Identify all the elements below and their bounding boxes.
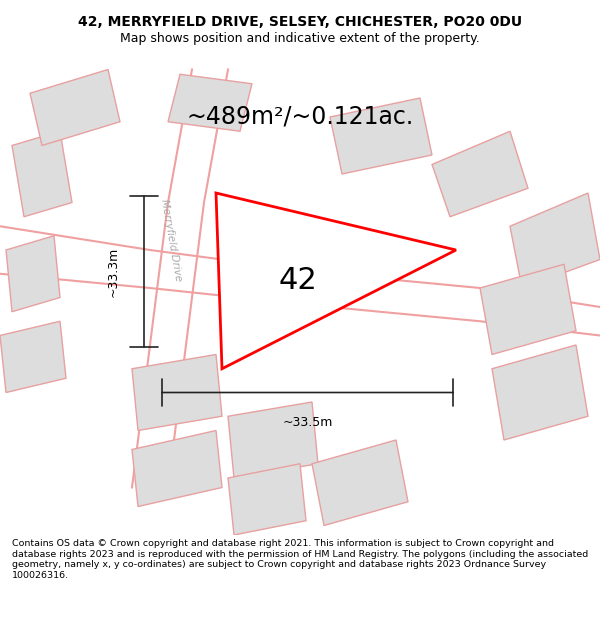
Polygon shape xyxy=(0,321,66,392)
Text: 42: 42 xyxy=(278,266,317,294)
Polygon shape xyxy=(312,440,408,526)
Text: 42, MERRYFIELD DRIVE, SELSEY, CHICHESTER, PO20 0DU: 42, MERRYFIELD DRIVE, SELSEY, CHICHESTER… xyxy=(78,15,522,29)
Polygon shape xyxy=(30,69,120,146)
Text: ~33.5m: ~33.5m xyxy=(283,416,332,429)
Polygon shape xyxy=(228,402,318,478)
Text: Contains OS data © Crown copyright and database right 2021. This information is : Contains OS data © Crown copyright and d… xyxy=(12,539,588,580)
Polygon shape xyxy=(480,264,576,354)
Polygon shape xyxy=(492,345,588,440)
Polygon shape xyxy=(12,131,72,217)
Polygon shape xyxy=(228,464,306,535)
Polygon shape xyxy=(432,131,528,217)
Polygon shape xyxy=(6,236,60,312)
Polygon shape xyxy=(132,354,222,431)
Text: Merryfield Drive: Merryfield Drive xyxy=(159,199,183,282)
Polygon shape xyxy=(216,193,456,369)
Polygon shape xyxy=(330,98,432,174)
Polygon shape xyxy=(132,431,222,506)
Text: ~489m²/~0.121ac.: ~489m²/~0.121ac. xyxy=(187,105,413,129)
Text: Map shows position and indicative extent of the property.: Map shows position and indicative extent… xyxy=(120,32,480,45)
Polygon shape xyxy=(510,193,600,288)
Polygon shape xyxy=(168,74,252,131)
Text: ~33.3m: ~33.3m xyxy=(107,246,120,296)
